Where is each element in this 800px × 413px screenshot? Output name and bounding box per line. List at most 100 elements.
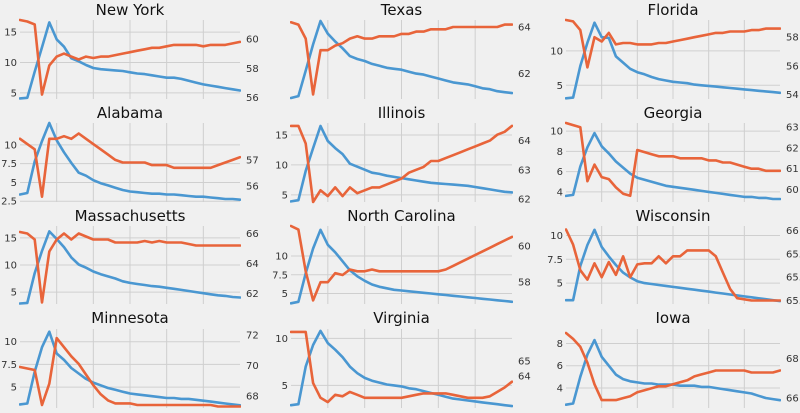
left-tick-label: 5	[282, 289, 288, 300]
right-axis-series-line	[290, 330, 513, 404]
left-tick-label: 8	[557, 147, 563, 158]
panel-title: Massachusetts	[75, 207, 186, 225]
right-tick-label: 65.4	[786, 296, 800, 307]
left-axis-series-line	[565, 21, 781, 100]
right-tick-label: 68	[246, 391, 259, 402]
left-tick-label: 5	[11, 178, 17, 189]
panel-massachusetts: 5 10 15 62 64 66 Massachusetts	[4, 207, 259, 305]
panel-title: New York	[96, 1, 165, 19]
right-axis-series-line	[565, 228, 781, 302]
right-tick-label: 70	[246, 361, 259, 372]
right-tick-label: 58	[246, 64, 259, 75]
left-tick-label: 5	[11, 383, 17, 394]
left-tick-label: 5	[557, 279, 563, 290]
left-tick-label: 10	[4, 140, 17, 151]
right-tick-label: 64	[246, 259, 259, 270]
right-tick-label: 61	[786, 164, 799, 175]
right-tick-label: 62	[518, 195, 531, 206]
right-tick-label: 60	[518, 241, 531, 252]
panel-title: Iowa	[655, 309, 690, 327]
left-tick-label: 10	[4, 337, 17, 348]
right-tick-label: 58	[518, 278, 531, 289]
right-tick-label: 62	[518, 69, 531, 80]
left-tick-label: 10	[550, 231, 563, 242]
left-axis-series-line	[19, 121, 241, 201]
left-tick-label: 5	[282, 190, 288, 201]
left-tick-label: 2.5	[1, 197, 17, 208]
left-tick-label: 5	[282, 381, 288, 392]
panel-florida: 5 10 54 56 58 Florida	[550, 1, 798, 101]
panel-title: North Carolina	[347, 207, 455, 225]
left-tick-label: 4	[557, 187, 563, 198]
right-tick-label: 65	[518, 357, 531, 368]
right-tick-label: 58	[786, 33, 799, 44]
panel-title: Georgia	[644, 104, 703, 122]
left-tick-label: 7.5	[547, 255, 563, 266]
right-axis-series-line	[19, 132, 241, 198]
right-axis-series-line	[565, 121, 781, 198]
left-tick-label: 10	[275, 252, 288, 263]
right-tick-label: 68	[786, 354, 799, 365]
panel-title: Virginia	[373, 309, 430, 327]
panel-minnesota: 5 7.5 10 68 70 72 Minnesota	[1, 309, 259, 408]
panel-title: Illinois	[378, 104, 426, 122]
panel-title: Alabama	[97, 104, 163, 122]
right-tick-label: 64	[518, 22, 531, 33]
right-tick-label: 72	[246, 331, 259, 342]
right-axis-series-line	[19, 230, 241, 304]
right-tick-label: 63	[518, 165, 531, 176]
panel-title: Wisconsin	[636, 207, 711, 225]
left-tick-label: 10	[550, 46, 563, 57]
panel-illinois: 5 10 15 62 63 64 Illinois	[275, 104, 530, 206]
right-axis-series-line	[565, 331, 781, 402]
right-axis-series-line	[290, 124, 513, 204]
right-tick-label: 54	[786, 90, 799, 101]
left-tick-label: 6	[557, 167, 563, 178]
left-axis-series-line	[290, 19, 513, 100]
left-tick-label: 7.5	[272, 270, 288, 281]
panel-virginia: 5 10 64 65 Virginia	[275, 309, 531, 408]
right-tick-label: 66	[786, 394, 799, 405]
right-tick-label: 64	[518, 136, 531, 147]
panel-georgia: 4 6 8 10 60 61 62 63 Georgia	[550, 104, 799, 202]
right-tick-label: 60	[246, 35, 259, 46]
left-tick-label: 15	[275, 130, 288, 141]
left-tick-label: 6	[557, 361, 563, 372]
left-tick-label: 4	[557, 383, 563, 394]
right-tick-label: 56	[786, 61, 799, 72]
right-tick-label: 56	[246, 182, 259, 193]
left-axis-series-line	[290, 329, 513, 408]
right-tick-label: 63	[786, 123, 799, 134]
left-tick-label: 8	[557, 339, 563, 350]
right-tick-label: 62	[786, 143, 799, 154]
left-axis-series-line	[565, 131, 781, 201]
right-tick-label: 57	[246, 155, 259, 166]
left-tick-label: 15	[4, 28, 17, 39]
right-tick-label: 65.8	[786, 249, 800, 260]
left-axis-series-line	[19, 330, 241, 407]
right-axis-series-line	[290, 21, 513, 96]
panel-alabama: 2.5 5 7.5 10 56 57 Alabama	[1, 104, 259, 208]
right-tick-label: 62	[246, 289, 259, 300]
panel-texas: 62 64 Texas	[290, 1, 531, 100]
panel-title: Minnesota	[91, 309, 168, 327]
right-tick-label: 66	[246, 229, 259, 240]
left-tick-label: 15	[4, 233, 17, 244]
right-axis-series-line	[19, 18, 241, 96]
panel-title: Texas	[380, 1, 423, 19]
left-tick-label: 10	[275, 334, 288, 345]
right-axis-series-line	[19, 336, 241, 408]
left-tick-label: 5	[11, 288, 17, 299]
left-tick-label: 7.5	[1, 360, 17, 371]
right-tick-label: 60	[786, 185, 799, 196]
left-axis-series-line	[290, 228, 513, 305]
right-tick-label: 65.6	[786, 273, 800, 284]
right-axis-series-line	[565, 18, 781, 69]
left-tick-label: 5	[11, 88, 17, 99]
panel-north-carolina: 5 7.5 10 58 60 North Carolina	[272, 207, 531, 305]
right-tick-label: 56	[246, 93, 259, 104]
left-axis-series-line	[565, 228, 781, 303]
panel-wisconsin: 5 7.5 10 65.4 65.6 65.8 66 Wisconsin	[547, 207, 800, 307]
